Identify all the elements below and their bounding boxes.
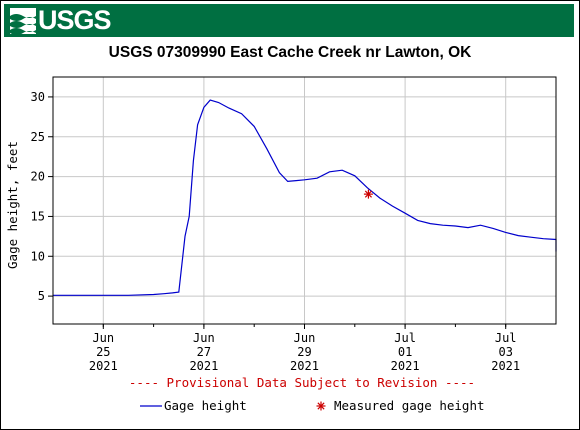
gage-height-line xyxy=(53,99,557,296)
x-tick-label: Jun 27 2021 xyxy=(189,331,218,373)
x-tick-label: Jun 29 2021 xyxy=(290,331,319,373)
grid-lines xyxy=(53,77,556,324)
y-tick-label: 20 xyxy=(31,170,45,184)
legend-marker-swatch xyxy=(316,401,326,411)
legend-label: Gage height xyxy=(164,398,247,413)
provisional-data-notice: ---- Provisional Data Subject to Revisio… xyxy=(129,375,475,390)
usgs-banner: USGS xyxy=(4,4,574,37)
usgs-wave-logo-icon xyxy=(10,7,36,34)
y-tick-label: 5 xyxy=(38,289,45,303)
legend: Gage height Measured gage height xyxy=(140,398,485,413)
axis-layer: 5 10 15 20 25 30 Jun 25 2021 Jun 27 2021 Jun 29 2021 Ju… xyxy=(31,90,521,373)
y-axis-label: Gage height, feet xyxy=(5,141,20,269)
x-tick-label: Jul 01 2021 xyxy=(391,331,420,373)
usgs-logo[interactable]: USGS xyxy=(10,5,112,35)
chart-title: USGS 07309990 East Cache Creek nr Lawton… xyxy=(108,44,472,61)
measured-gage-height-marker xyxy=(363,189,373,199)
legend-label: Measured gage height xyxy=(334,398,485,413)
usgs-logo-text: USGS xyxy=(38,5,112,35)
y-tick-label: 25 xyxy=(31,130,45,144)
y-tick-label: 10 xyxy=(31,249,45,263)
y-tick-label: 15 xyxy=(31,209,45,223)
x-tick-label: Jul 03 2021 xyxy=(491,331,520,373)
y-tick-label: 30 xyxy=(31,90,45,104)
legend-item-gage-height: Gage height xyxy=(140,398,247,413)
x-tick-label: Jun 25 2021 xyxy=(89,331,118,373)
legend-item-measured-gage-height: Measured gage height xyxy=(316,398,485,413)
series-layer xyxy=(53,99,557,296)
